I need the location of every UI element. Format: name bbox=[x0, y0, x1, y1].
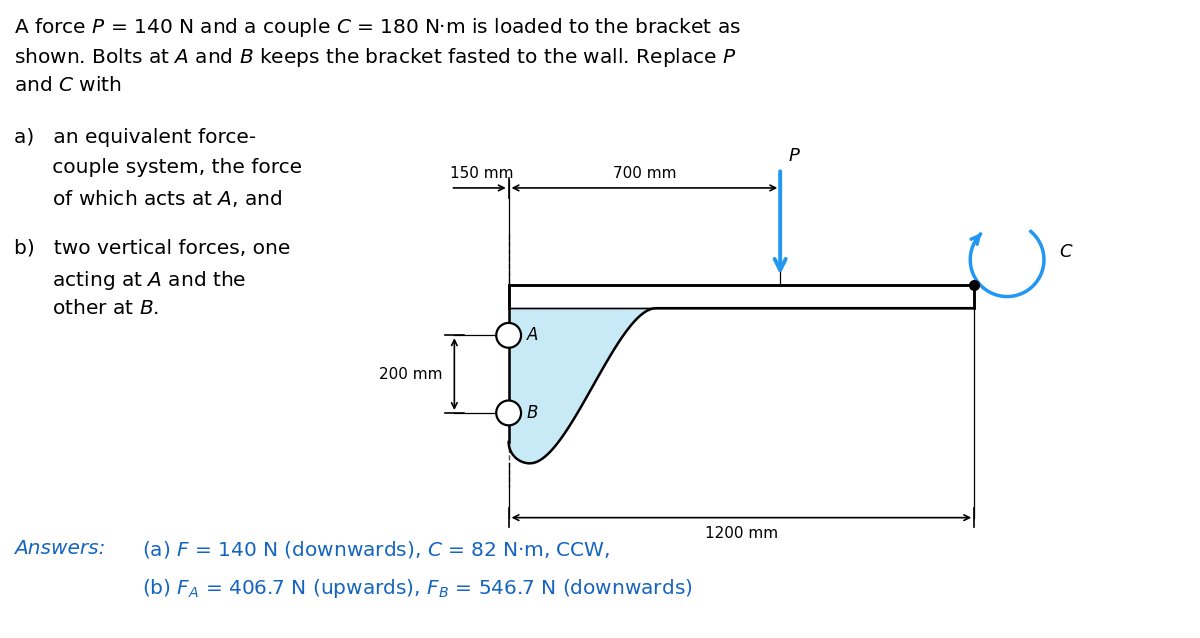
Text: of which acts at $A$, and: of which acts at $A$, and bbox=[14, 188, 283, 209]
Text: 150 mm: 150 mm bbox=[450, 166, 514, 181]
Text: 200 mm: 200 mm bbox=[379, 367, 443, 382]
Text: B: B bbox=[527, 404, 539, 422]
Text: shown. Bolts at $A$ and $B$ keeps the bracket fasted to the wall. Replace $P$: shown. Bolts at $A$ and $B$ keeps the br… bbox=[14, 46, 737, 69]
Text: $C$: $C$ bbox=[1060, 243, 1074, 261]
Text: (a) $F$ = 140 N (downwards), $C$ = 82 N·m, CCW,: (a) $F$ = 140 N (downwards), $C$ = 82 N·… bbox=[142, 539, 610, 560]
Text: (b) $F_A$ = 406.7 N (upwards), $F_B$ = 546.7 N (downwards): (b) $F_A$ = 406.7 N (upwards), $F_B$ = 5… bbox=[142, 577, 692, 600]
Text: A: A bbox=[527, 326, 539, 345]
Polygon shape bbox=[509, 285, 974, 308]
Text: other at $B$.: other at $B$. bbox=[14, 299, 160, 318]
Circle shape bbox=[497, 401, 521, 426]
Text: A force $P$ = 140 N and a couple $C$ = 180 N·m is loaded to the bracket as: A force $P$ = 140 N and a couple $C$ = 1… bbox=[14, 16, 742, 39]
Text: Answers:: Answers: bbox=[14, 539, 106, 558]
Text: b)   two vertical forces, one: b) two vertical forces, one bbox=[14, 239, 290, 258]
Text: acting at $A$ and the: acting at $A$ and the bbox=[14, 269, 247, 292]
Text: 1200 mm: 1200 mm bbox=[704, 526, 778, 541]
Text: $P$: $P$ bbox=[788, 147, 800, 165]
Text: and $C$ with: and $C$ with bbox=[14, 76, 122, 95]
Text: couple system, the force: couple system, the force bbox=[14, 158, 302, 177]
Polygon shape bbox=[509, 308, 974, 463]
Text: 700 mm: 700 mm bbox=[613, 166, 676, 181]
Text: a)   an equivalent force-: a) an equivalent force- bbox=[14, 128, 257, 147]
Circle shape bbox=[497, 323, 521, 348]
